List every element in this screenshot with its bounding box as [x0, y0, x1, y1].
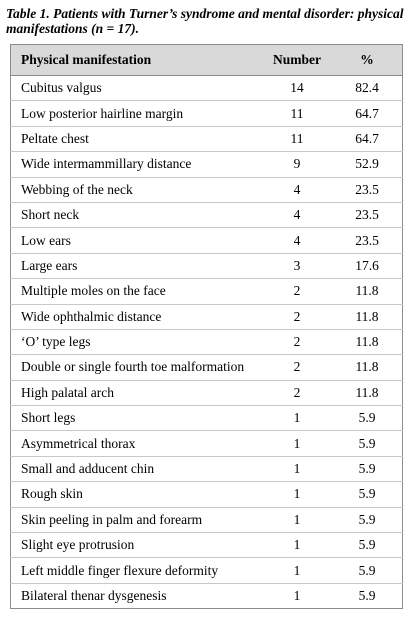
table-row: Cubitus valgus 14 82.4: [10, 74, 403, 101]
number-cell: 4: [262, 176, 332, 203]
percent-cell: 82.4: [332, 74, 403, 101]
table-row: Short legs 1 5.9: [10, 405, 403, 431]
percent-cell: 5.9: [332, 506, 403, 533]
manifestation-cell: Bilateral thenar dysgenesis: [10, 582, 262, 609]
number-cell: 2: [262, 278, 332, 305]
table-row: Double or single fourth toe malformation…: [10, 354, 403, 381]
percent-cell: 5.9: [332, 430, 403, 457]
manifestation-cell: Short legs: [10, 405, 262, 431]
manifestation-cell: Low ears: [10, 227, 262, 254]
manifestation-cell: Slight eye protrusion: [10, 532, 262, 558]
manifestation-cell: Short neck: [10, 201, 262, 228]
table-row: Wide intermammillary distance 9 52.9: [10, 151, 403, 178]
number-cell: 1: [262, 430, 332, 457]
number-cell: 11: [262, 100, 332, 127]
column-header: %: [332, 44, 403, 76]
percent-cell: 23.5: [332, 227, 403, 254]
percent-cell: 5.9: [332, 405, 403, 431]
table-row: Asymmetrical thorax 1 5.9: [10, 430, 403, 457]
table-row: Low posterior hairline margin 11 64.7: [10, 100, 403, 127]
percent-cell: 11.8: [332, 278, 403, 305]
number-cell: 2: [262, 303, 332, 330]
manifestation-cell: High palatal arch: [10, 379, 262, 406]
percent-cell: 11.8: [332, 328, 403, 355]
table-row: Bilateral thenar dysgenesis 1 5.9: [10, 582, 403, 609]
manifestation-cell: Cubitus valgus: [10, 74, 262, 101]
percent-cell: 17.6: [332, 252, 403, 279]
table-row: Rough skin 1 5.9: [10, 481, 403, 508]
manifestation-cell: Large ears: [10, 252, 262, 279]
manifestation-cell: Wide intermammillary distance: [10, 151, 262, 178]
manifestation-cell: ‘O’ type legs: [10, 328, 262, 355]
table-row: Wide ophthalmic distance 2 11.8: [10, 303, 403, 330]
header-row: Physical manifestation Number%: [10, 44, 403, 76]
percent-cell: 11.8: [332, 303, 403, 330]
manifestation-cell: Low posterior hairline margin: [10, 100, 262, 127]
percent-cell: 52.9: [332, 151, 403, 178]
percent-cell: 5.9: [332, 582, 403, 609]
number-cell: 1: [262, 532, 332, 558]
percent-cell: 23.5: [332, 201, 403, 228]
manifestation-cell: Wide ophthalmic distance: [10, 303, 262, 330]
number-cell: 1: [262, 481, 332, 508]
table-row: Peltate chest 11 64.7: [10, 125, 403, 152]
table-title: Table 1. Patients with Turner’s syndrome…: [6, 6, 404, 36]
number-cell: 14: [262, 74, 332, 101]
column-header: Number: [262, 44, 332, 76]
table-row: Short neck 4 23.5: [10, 201, 403, 228]
percent-cell: 64.7: [332, 100, 403, 127]
table: Physical manifestation Number% Cubitus va…: [10, 44, 403, 610]
table-row: Large ears 3 17.6: [10, 252, 403, 279]
table-row: Skin peeling in palm and forearm 1 5.9: [10, 506, 403, 533]
number-cell: 2: [262, 379, 332, 406]
percent-cell: 64.7: [332, 125, 403, 152]
number-cell: 2: [262, 328, 332, 355]
number-cell: 2: [262, 354, 332, 381]
number-cell: 4: [262, 227, 332, 254]
table-row: Left middle finger flexure deformity 1 5.9: [10, 557, 403, 584]
table-row: Multiple moles on the face 2 11.8: [10, 278, 403, 305]
number-cell: 1: [262, 455, 332, 482]
manifestation-cell: Double or single fourth toe malformation: [10, 354, 262, 381]
table-row: ‘O’ type legs 2 11.8: [10, 328, 403, 355]
table-row: Small and adducent chin 1 5.9: [10, 455, 403, 482]
manifestation-cell: Multiple moles on the face: [10, 278, 262, 305]
manifestation-cell: Webbing of the neck: [10, 176, 262, 203]
manifestation-cell: Rough skin: [10, 481, 262, 508]
number-cell: 1: [262, 557, 332, 584]
number-cell: 1: [262, 405, 332, 431]
percent-cell: 23.5: [332, 176, 403, 203]
table-row: Slight eye protrusion 1 5.9: [10, 532, 403, 558]
number-cell: 3: [262, 252, 332, 279]
table-row: High palatal arch 2 11.8: [10, 379, 403, 406]
percent-cell: 11.8: [332, 379, 403, 406]
column-header: Physical manifestation: [10, 44, 262, 76]
number-cell: 9: [262, 151, 332, 178]
manifestation-cell: Left middle finger flexure deformity: [10, 557, 262, 584]
number-cell: 1: [262, 582, 332, 609]
manifestation-cell: Small and adducent chin: [10, 455, 262, 482]
table-body: Cubitus valgus 14 82.4 Low posterior hairli…: [10, 74, 403, 609]
percent-cell: 5.9: [332, 557, 403, 584]
percent-cell: 5.9: [332, 532, 403, 558]
percent-cell: 11.8: [332, 354, 403, 381]
percent-cell: 5.9: [332, 455, 403, 482]
table-row: Low ears 4 23.5: [10, 227, 403, 254]
manifestation-cell: Asymmetrical thorax: [10, 430, 262, 457]
number-cell: 1: [262, 506, 332, 533]
manifestation-cell: Skin peeling in palm and forearm: [10, 506, 262, 533]
number-cell: 11: [262, 125, 332, 152]
number-cell: 4: [262, 201, 332, 228]
table-row: Webbing of the neck 4 23.5: [10, 176, 403, 203]
percent-cell: 5.9: [332, 481, 403, 508]
manifestation-cell: Peltate chest: [10, 125, 262, 152]
